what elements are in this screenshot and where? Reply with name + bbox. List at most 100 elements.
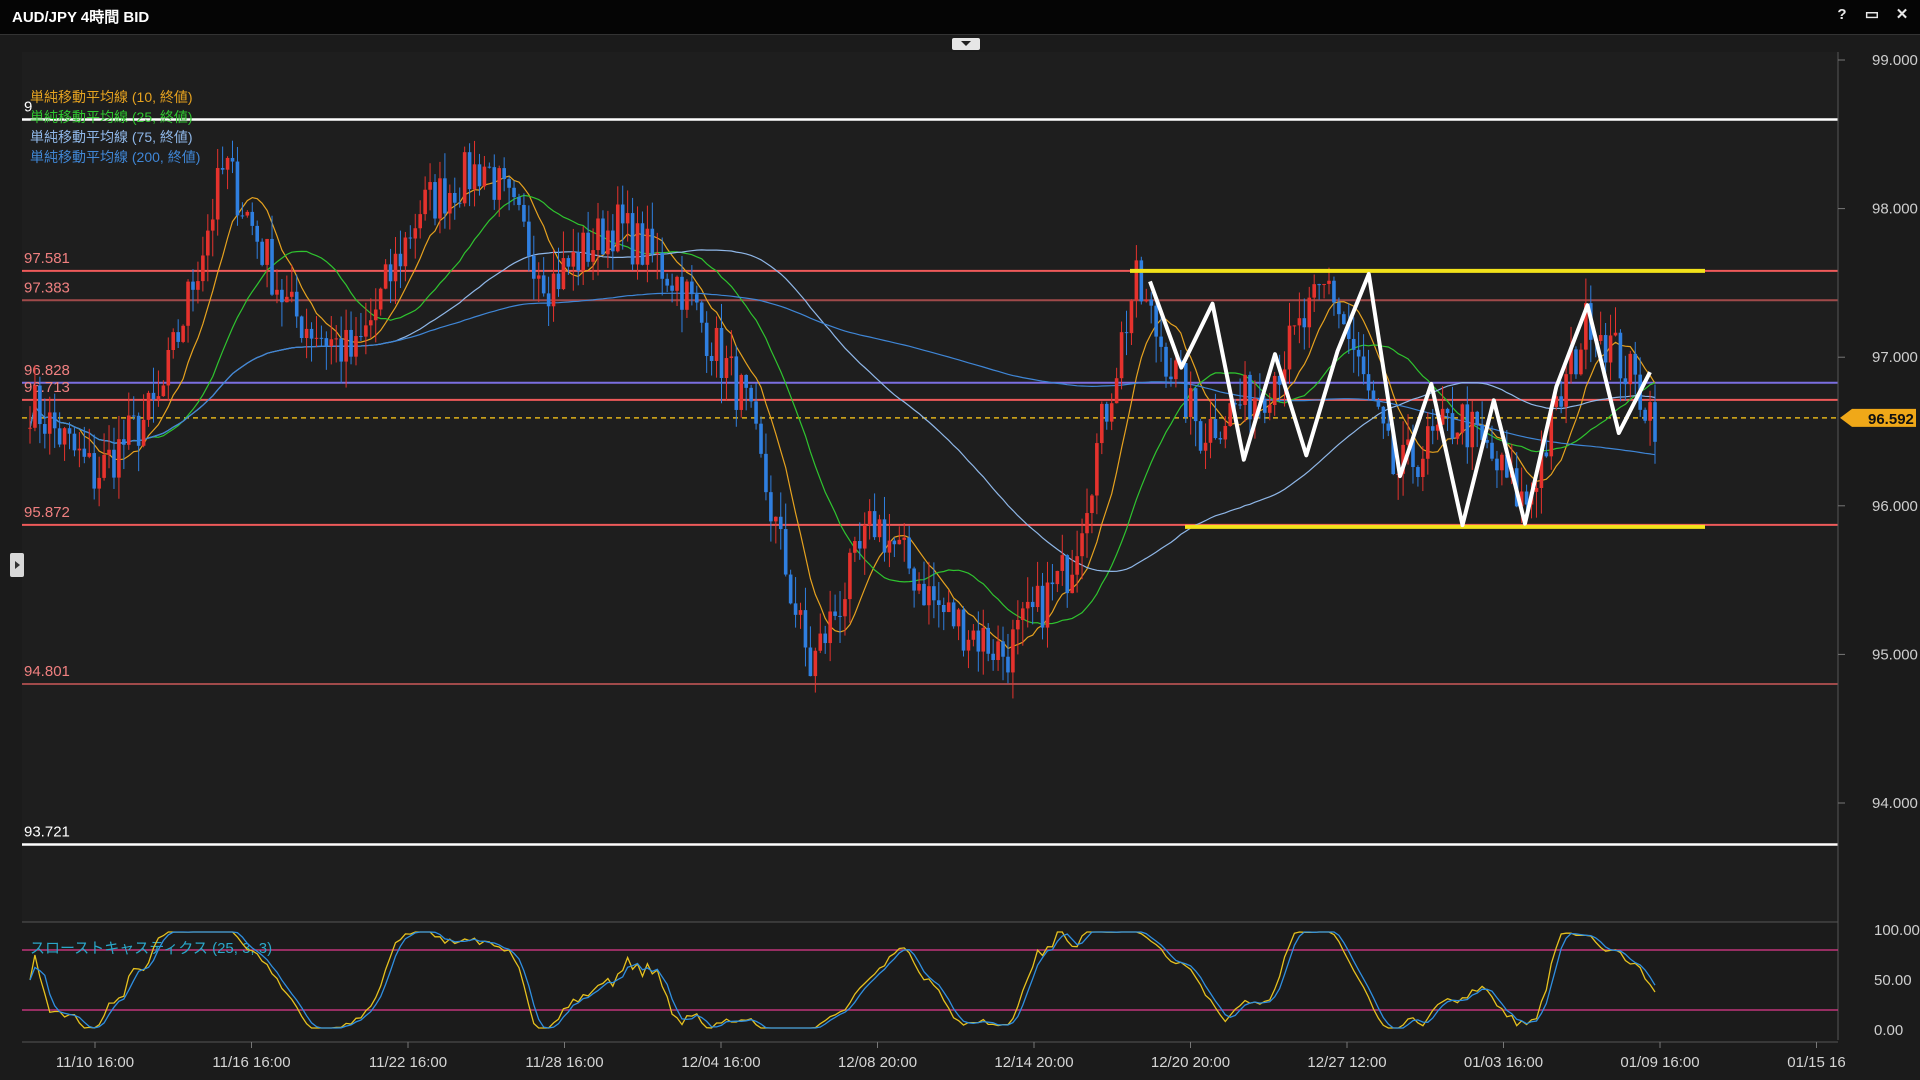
candle-body: [265, 238, 269, 265]
candle-body: [1011, 629, 1015, 673]
candle-body: [1060, 555, 1065, 571]
collapse-toggle[interactable]: [952, 38, 980, 50]
legend-entry: 単純移動平均線 (25, 終値): [30, 109, 193, 125]
candle-body: [462, 152, 467, 204]
level-label: 96.828: [24, 362, 70, 379]
candle-body: [1332, 280, 1336, 303]
candle-body: [1317, 284, 1321, 286]
candle-body: [408, 237, 413, 239]
close-button[interactable]: ✕: [1895, 6, 1909, 23]
candle-body: [759, 423, 763, 454]
candle-body: [793, 603, 798, 615]
candle-body: [383, 264, 388, 289]
candle-body: [1342, 314, 1346, 325]
candle-body: [452, 192, 457, 203]
candle-body: [477, 164, 482, 187]
candle-body: [867, 511, 872, 525]
candle-body: [848, 552, 852, 600]
candle-body: [1465, 404, 1470, 448]
candle-body: [1085, 513, 1089, 534]
candle-body: [275, 289, 279, 295]
candle-body: [996, 641, 1000, 661]
legend-entry: 単純移動平均線 (75, 終値): [30, 129, 193, 145]
candle-body: [1544, 452, 1549, 457]
candle-body: [739, 374, 744, 410]
price-axis-label: 98.000: [1872, 201, 1918, 218]
sidebar-expand-handle[interactable]: [10, 553, 24, 577]
candle-body: [181, 325, 185, 342]
title-bar: AUD/JPY 4時間 BID ? ▭ ✕: [0, 0, 1920, 35]
candle-body: [487, 166, 492, 168]
window-controls: ? ▭ ✕: [1834, 6, 1910, 24]
candle-body: [294, 291, 299, 317]
candle-body: [675, 276, 679, 291]
candle-body: [497, 168, 502, 200]
candle-body: [719, 327, 724, 378]
candle-body: [917, 583, 921, 591]
candle-body: [986, 627, 991, 654]
candle-body: [1223, 425, 1228, 440]
time-axis-label: 12/27 12:00: [1307, 1054, 1386, 1071]
candle-body: [270, 238, 274, 295]
candle-body: [1070, 574, 1074, 594]
candle-body: [1381, 406, 1386, 424]
candle-body: [1292, 325, 1297, 327]
candle-body: [754, 401, 758, 424]
candle-body: [1584, 303, 1588, 350]
candle-body: [971, 630, 976, 640]
candle-body: [240, 215, 245, 217]
candle-body: [166, 349, 171, 386]
candle-body: [1154, 305, 1158, 337]
level-label: 93.721: [24, 823, 70, 840]
candle-body: [857, 541, 862, 549]
candle-body: [897, 539, 902, 545]
candle-body: [1648, 402, 1652, 421]
candle-body: [482, 166, 487, 187]
candle-body: [877, 519, 882, 538]
maximize-button[interactable]: ▭: [1864, 6, 1880, 23]
candle-body: [1361, 356, 1366, 375]
candle-body: [1475, 411, 1479, 425]
candle-body: [843, 599, 847, 617]
current-price-tag: [1840, 408, 1916, 427]
help-button[interactable]: ?: [1837, 6, 1847, 23]
candle-body: [304, 328, 309, 339]
candle-body: [82, 448, 87, 457]
candle-body: [1490, 442, 1494, 459]
candle-body: [818, 633, 823, 651]
candle-body: [862, 524, 867, 549]
candle-body: [912, 568, 916, 591]
candle-body: [951, 602, 956, 627]
candle-body: [566, 258, 571, 267]
candle-body: [72, 433, 77, 451]
candle-body: [131, 415, 136, 417]
candle-body: [433, 182, 437, 219]
candle-body: [1080, 533, 1084, 557]
stochastic-line: [29, 931, 1656, 1029]
candle-body: [1579, 349, 1583, 375]
candle-body: [112, 449, 116, 478]
candle-body: [803, 610, 808, 648]
candle-body: [1218, 438, 1223, 440]
candle-body: [1282, 369, 1287, 385]
candle-body: [522, 204, 526, 222]
candle-body: [788, 574, 793, 604]
candle-body: [52, 412, 57, 429]
candle-body: [1524, 491, 1529, 505]
candle-body: [428, 182, 432, 190]
candle-body: [927, 586, 931, 606]
candle-body: [783, 529, 788, 575]
candle-body: [1539, 452, 1544, 488]
candle-body: [43, 424, 47, 434]
candle-body: [531, 255, 536, 279]
candle-body: [1114, 378, 1119, 404]
candle-body: [586, 232, 590, 262]
candle-body: [1213, 418, 1218, 439]
candle-body: [388, 264, 393, 282]
candle-body: [606, 230, 610, 255]
candle-body: [1124, 332, 1129, 334]
candle-body: [1253, 398, 1257, 420]
candle-body: [546, 293, 551, 307]
